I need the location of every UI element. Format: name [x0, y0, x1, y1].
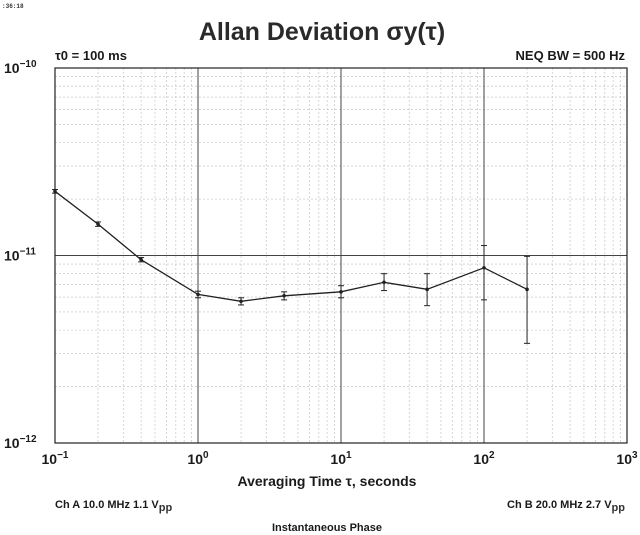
x-axis-label: Averaging Time τ, seconds [238, 473, 417, 489]
data-point [196, 292, 200, 297]
data-point [53, 189, 57, 194]
data-point [239, 299, 243, 304]
channel-b-label: Ch B 20.0 MHz 2.7 Vpp [507, 499, 625, 514]
data-point [382, 280, 386, 285]
x-tick-label: 103 [616, 450, 638, 467]
chart-title: Allan Deviation σy(τ) [199, 18, 445, 46]
data-point [525, 287, 529, 292]
x-tick-label: 101 [330, 450, 352, 467]
timestamp: :36:18 [2, 3, 24, 10]
chart-caption: Instantaneous Phase [272, 522, 382, 534]
x-tick-label: 102 [473, 450, 495, 467]
tick-labels: 10−1 100 101 102 103 10−10 10−11 10−12 [4, 59, 638, 467]
data-point [96, 222, 100, 226]
tau0-label: τ0 = 100 ms [55, 48, 127, 63]
data-point [282, 293, 286, 298]
data-point [139, 257, 143, 262]
channel-a-label: Ch A 10.0 MHz 1.1 Vpp [55, 499, 172, 514]
data-point [482, 265, 486, 270]
data-point [425, 287, 429, 292]
y-tick-label: 10−12 [4, 434, 37, 451]
y-tick-label: 10−10 [4, 59, 37, 76]
y-tick-label: 10−11 [4, 247, 36, 264]
x-tick-label: 100 [187, 450, 209, 467]
plot-frame [54, 67, 628, 444]
data-point [339, 290, 343, 294]
bandwidth-label: NEQ BW = 500 Hz [516, 48, 626, 63]
x-tick-label: 10−1 [42, 450, 69, 467]
series-layer [52, 188, 531, 344]
